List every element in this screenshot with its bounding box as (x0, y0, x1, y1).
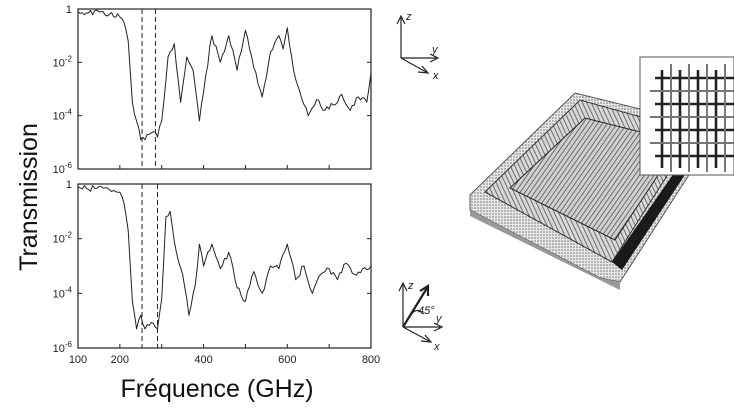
cutoff-lines-bottom (141, 184, 159, 348)
inset-woodpile-rods-back (650, 64, 734, 172)
angle-label: 45° (418, 305, 435, 317)
y-tick-label: 10-2 (53, 54, 73, 69)
y-tick-label: 1 (66, 179, 72, 191)
chart-panel-top: 1 10-2 10-4 10-6 (53, 4, 372, 176)
y-tick-label: 10-2 (53, 231, 73, 246)
y-tick-label: 10-6 (53, 161, 73, 176)
axes-orientation-icon-bottom: z y x 45° (398, 280, 444, 353)
y-ticks-bottom: 1 10-2 10-4 10-6 (53, 179, 371, 355)
crystal-side-face (470, 210, 620, 290)
x-tick-label: 400 (194, 354, 212, 366)
x-tick-label: 100 (69, 354, 87, 366)
x-ticks-top (77, 165, 372, 169)
axis-letter-y-bottom: y (435, 313, 443, 325)
x-axis-label: Fréquence (GHz) (120, 375, 313, 403)
transmission-trace-bottom (77, 185, 372, 330)
axes-orientation-icon-top: z y x (396, 11, 440, 82)
y-tick-label: 1 (66, 4, 72, 16)
axis-letter-x-bottom: x (433, 341, 440, 353)
plot-frame-top (77, 8, 372, 170)
x-tick-label: 800 (362, 354, 380, 366)
plot-frame-bottom (77, 183, 372, 349)
inset-woodpile-rods (655, 70, 734, 168)
chart-panel-bottom: 1 10-2 10-4 10-6 100 200 400 600 800 (53, 179, 381, 366)
y-ticks-top: 1 10-2 10-4 10-6 (53, 4, 371, 176)
axis-letter-z-top: z (405, 11, 412, 23)
axis-letter-x-top: x (432, 70, 439, 82)
x-tick-label: 600 (278, 354, 296, 366)
axis-letter-z-bottom: z (407, 280, 414, 292)
woodpile-photonic-crystal-icon (469, 56, 734, 290)
transmission-trace-top (77, 9, 372, 141)
x-tick-label: 200 (111, 354, 129, 366)
y-axis-label: Transmission (15, 123, 43, 271)
x-ticks-bottom: 100 200 400 600 800 (69, 344, 380, 366)
crystal-dark-edge (612, 150, 700, 270)
cutoff-lines-top (141, 9, 156, 169)
axis-letter-y-top: y (431, 44, 439, 56)
y-tick-label: 10-4 (53, 108, 73, 123)
y-tick-label: 10-4 (53, 285, 73, 300)
y-tick-label: 10-6 (53, 340, 73, 355)
